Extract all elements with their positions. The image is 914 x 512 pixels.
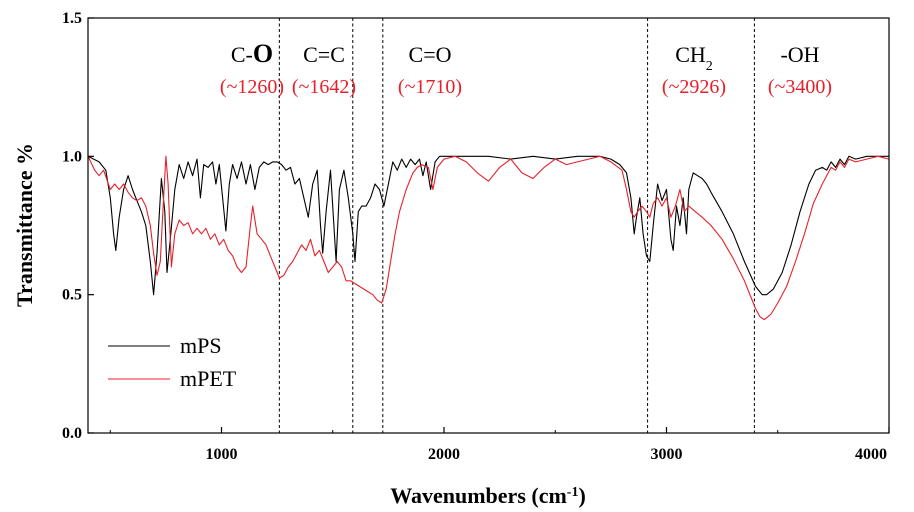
plot-frame — [87, 17, 890, 434]
series-line-mpet — [87, 155, 890, 321]
y-tick-label: 0.5 — [62, 287, 82, 304]
y-tick-label: 0.0 — [62, 425, 82, 442]
annotation-label: C=C — [303, 42, 345, 67]
series-line-mps — [87, 155, 889, 296]
x-axis-title: Wavenumbers (cm-1) — [390, 483, 586, 508]
x-tick-label: 1000 — [206, 446, 238, 463]
annotation-wavenumber: (~2926) — [662, 76, 726, 98]
legend: mPS mPET — [108, 333, 237, 391]
annotation-wavenumber: (~1710) — [398, 76, 462, 98]
legend-label-mpet: mPET — [180, 366, 237, 391]
legend-label-mps: mPS — [180, 333, 222, 358]
y-tick-label: 1.5 — [62, 10, 82, 27]
annotation-label: -OH — [780, 42, 819, 67]
annotation-layer: C-O (~1260) C=C (~1642) C=O (~1710) CH2(~2926)… — [220, 18, 832, 433]
annotation-label: C-O — [231, 39, 273, 68]
x-tick-label: 3000 — [651, 446, 683, 463]
annotation-label: CH2 — [675, 42, 713, 74]
series-layer — [87, 155, 890, 321]
annotation-wavenumber: (~1642) — [292, 76, 356, 98]
annotation-wavenumber: (~1260) — [220, 76, 284, 98]
y-axis-title: Transmittance % — [12, 143, 37, 307]
annotation-label: C=O — [409, 42, 452, 67]
tick-layer: 0.0 0.5 1.0 1.5 1000 2000 3000 4000 — [62, 10, 890, 463]
y-tick-label: 1.0 — [62, 148, 82, 165]
x-tick-label: 4000 — [855, 446, 887, 463]
x-tick-label: 2000 — [428, 446, 460, 463]
annotation-wavenumber: (~3400) — [768, 76, 832, 98]
